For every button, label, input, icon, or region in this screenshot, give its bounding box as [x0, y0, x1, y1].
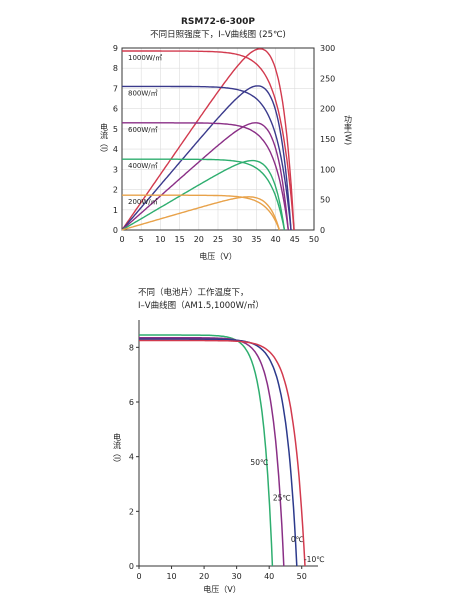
chart2-x-axis-label: 电压（V） — [203, 584, 240, 594]
chart1-series-label: 600W/㎡ — [128, 126, 158, 134]
chart2-x-tick-label: 10 — [166, 572, 176, 581]
chart1-series-label: 200W/㎡ — [128, 198, 158, 206]
chart1-y-tick-label: 2 — [113, 186, 118, 195]
chart1-series: 1000W/㎡ 800W/㎡ 600W/㎡ 400W/㎡ 200W/㎡ — [121, 48, 295, 231]
chart1-series-label: 400W/㎡ — [128, 162, 158, 170]
chart2-x-tick-label: 20 — [199, 572, 209, 581]
chart1-power-curve-0 — [121, 48, 295, 231]
chart1-x-tick-label: 0 — [119, 235, 124, 244]
chart1-x-tick-label: 40 — [271, 235, 281, 244]
chart1-x-tick-label: 35 — [251, 235, 261, 244]
chart1-x-axis-label: 电压（V） — [199, 251, 236, 261]
chart1-power-curve-1 — [121, 85, 292, 231]
chart1-y2-tick-label: 0 — [320, 226, 325, 235]
chart1-iv-curve-1 — [122, 85, 292, 231]
chart1-series-label: 800W/㎡ — [128, 89, 158, 97]
chart1-axes — [121, 47, 315, 231]
chart1-power-curve-2 — [121, 122, 289, 231]
chart1-iv-curve-3 — [122, 158, 286, 231]
chart2-x-tick-label: 40 — [264, 572, 274, 581]
chart2-y-tick-label: 4 — [129, 453, 134, 462]
chart2-y-tick-label: 8 — [129, 343, 134, 352]
chart1-subtitle: 不同日照强度下，I–V曲线图 (25℃) — [150, 29, 286, 40]
chart2-tick-labels: 0 2 4 6 8 0 10 20 30 40 50 — [129, 343, 307, 581]
chart2-iv-curve-3 — [139, 339, 306, 567]
chart1-power-curve-3 — [121, 159, 286, 231]
chart2-y-tick-label: 0 — [129, 562, 134, 571]
chart1-y2-tick-label: 100 — [320, 165, 335, 174]
chart1-x-tick-label: 50 — [309, 235, 319, 244]
chart2-series: 50℃ 25℃ 0℃ -10℃ — [139, 334, 325, 567]
chart2-y-tick-label: 6 — [129, 398, 134, 407]
chart1-y2-tick-label: 200 — [320, 105, 335, 114]
chart1-y2-tick-label: 150 — [320, 135, 335, 144]
chart1-x-tick-label: 5 — [139, 235, 144, 244]
chart1-iv-curve-2 — [122, 122, 289, 231]
chart1-series-label: 1000W/㎡ — [128, 54, 162, 62]
chart1-y-tick-label: 6 — [113, 105, 118, 114]
chart1-y-tick-label: 0 — [113, 226, 118, 235]
chart2-series-label: -10℃ — [304, 555, 325, 564]
chart1-y-tick-label: 9 — [113, 44, 118, 53]
chart1-x-tick-label: 20 — [194, 235, 204, 244]
chart1-y-tick-label: 4 — [113, 145, 118, 154]
chart2-subtitle: I–V曲线图（AM1.5,1000W/㎡） — [138, 300, 264, 311]
chart1-y2-axis-label: 功率(W) — [344, 114, 353, 145]
chart1-iv-curve-0 — [122, 50, 295, 231]
chart1-x-tick-label: 10 — [155, 235, 165, 244]
chart1-title: RSM72-6-300P — [181, 17, 255, 27]
chart1-y-axis-label: 电流（I） — [100, 122, 109, 157]
chart1-x-tick-label: 25 — [213, 235, 223, 244]
chart1-y-tick-label: 3 — [113, 165, 118, 174]
chart1-iv-curve-4 — [122, 194, 281, 231]
chart2-iv-curve-2 — [139, 338, 298, 567]
chart1-y-tick-label: 7 — [113, 84, 118, 93]
chart2-x-tick-label: 0 — [136, 572, 141, 581]
chart2-x-tick-label: 50 — [297, 572, 307, 581]
chart2-iv-curve-0 — [139, 334, 274, 567]
chart2-axes — [136, 320, 318, 569]
chart2-series-label: 50℃ — [250, 458, 268, 467]
chart1-x-tick-label: 45 — [290, 235, 300, 244]
chart1-y-tick-label: 5 — [113, 125, 118, 134]
chart1-x-tick-label: 30 — [232, 235, 242, 244]
chart1-y-tick-label: 8 — [113, 64, 118, 73]
chart2-y-tick-label: 2 — [129, 507, 134, 516]
chart1-x-tick-label: 15 — [175, 235, 185, 244]
chart1-y-tick-label: 1 — [113, 206, 118, 215]
chart1-y2-tick-label: 250 — [320, 74, 335, 83]
chart1-y2-tick-label: 300 — [320, 44, 335, 53]
chart1-power-curve-4 — [121, 196, 281, 231]
chart2-series-label: 25℃ — [273, 494, 291, 503]
chart2-y-axis-label: 电流（I） — [113, 432, 122, 467]
chart2-title: 不同（电池片）工作温度下， — [138, 287, 249, 298]
chart1-y2-tick-label: 50 — [320, 196, 330, 205]
chart2-series-label: 0℃ — [291, 535, 304, 544]
chart1-plot-frame — [121, 47, 315, 231]
chart2-x-tick-label: 30 — [232, 572, 242, 581]
chart2-iv-curve-1 — [139, 337, 285, 567]
